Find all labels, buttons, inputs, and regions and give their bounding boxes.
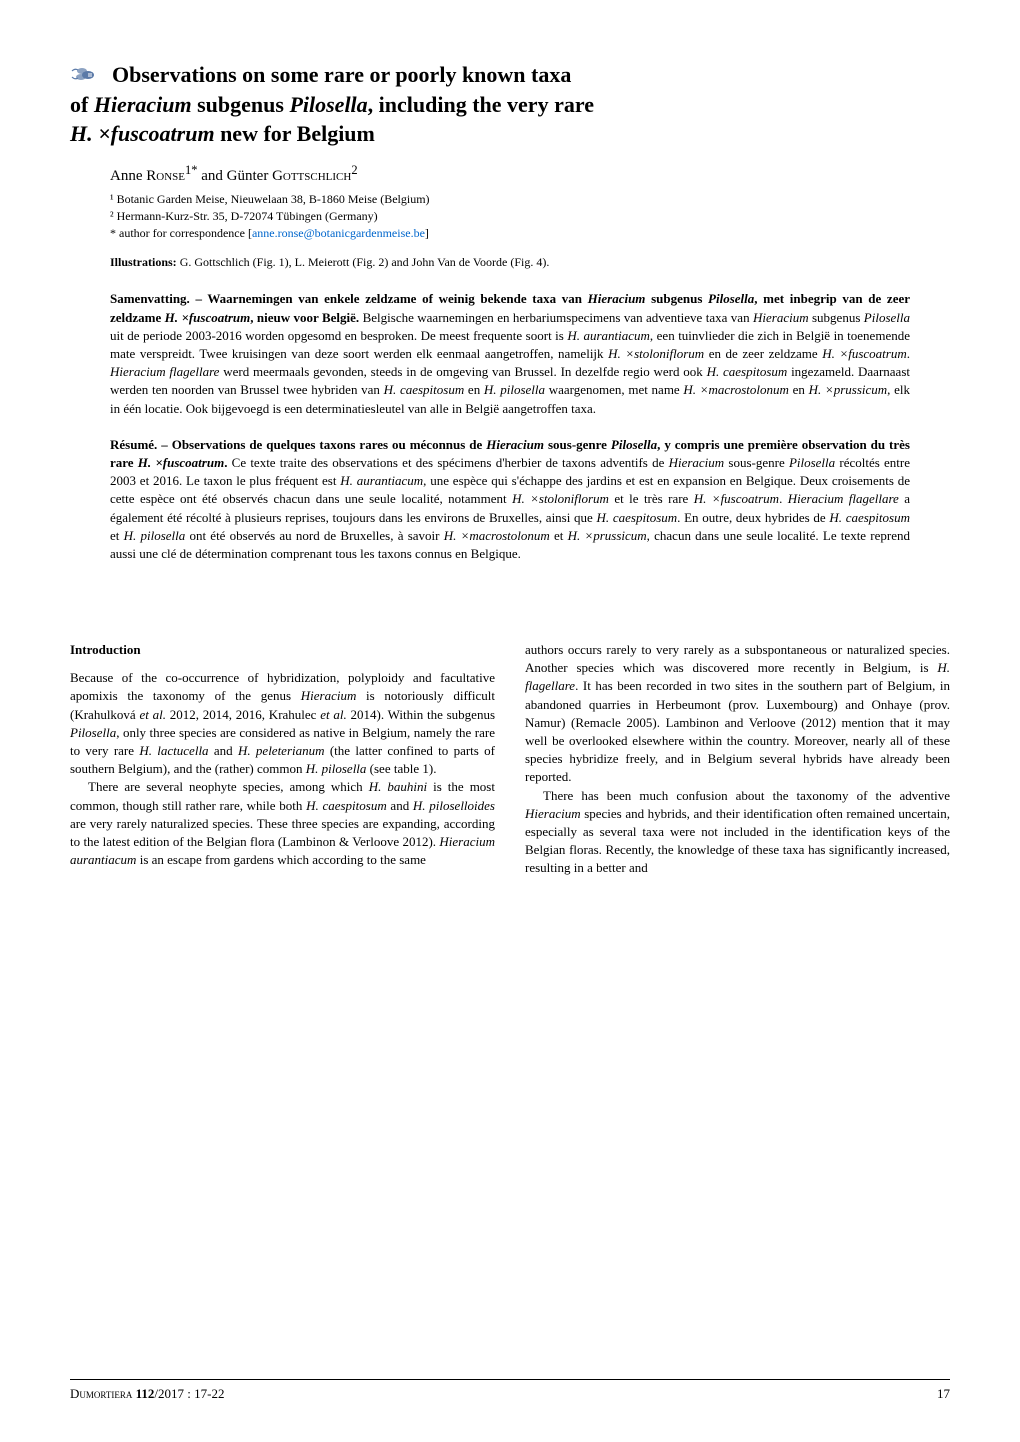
- author2-sup: 2: [351, 163, 357, 177]
- page-footer: Dumortiera 112/2017 : 17-22 17: [70, 1379, 950, 1402]
- author1-first: Anne: [110, 168, 146, 184]
- intro-p2: There are several neophyte species, amon…: [70, 778, 495, 869]
- email-link[interactable]: anne.ronse@botanicgardenmeise.be: [252, 226, 425, 240]
- affiliations: ¹ Botanic Garden Meise, Nieuwelaan 38, B…: [110, 191, 950, 241]
- author2-first: Günter: [227, 168, 272, 184]
- illustrations: Illustrations: G. Gottschlich (Fig. 1), …: [110, 255, 950, 270]
- left-column: Introduction Because of the co-occurrenc…: [70, 641, 495, 877]
- authors: Anne Ronse1* and Günter Gottschlich2: [110, 163, 950, 185]
- author1-sup: 1*: [185, 163, 198, 177]
- authors-and: and: [197, 168, 226, 184]
- illus-text: G. Gottschlich (Fig. 1), L. Meierott (Fi…: [177, 255, 550, 269]
- title-line1: Observations on some rare or poorly know…: [112, 62, 571, 87]
- affil-corresp-post: ]: [425, 226, 429, 240]
- right-p2: There has been much confusion about the …: [525, 787, 950, 878]
- author2-last: Gottschlich: [272, 168, 351, 184]
- intro-p1: Because of the co-occurrence of hybridiz…: [70, 669, 495, 778]
- title-line3-post: new for Belgium: [215, 121, 375, 146]
- intro-heading: Introduction: [70, 641, 495, 659]
- illus-label: Illustrations:: [110, 255, 177, 269]
- journal-ref: Dumortiera 112/2017 : 17-22: [70, 1386, 224, 1402]
- title-species: H. ×fuscoatrum: [70, 121, 215, 146]
- title-line2-post: , including the very rare: [368, 92, 594, 117]
- right-column: authors occurs rarely to very rarely as …: [525, 641, 950, 877]
- body-columns: Introduction Because of the co-occurrenc…: [70, 641, 950, 877]
- bee-icon: [70, 64, 100, 89]
- page-number: 17: [937, 1386, 950, 1402]
- article-title: Observations on some rare or poorly know…: [70, 60, 950, 149]
- title-subgenus: Pilosella: [289, 92, 367, 117]
- affil-corresp: * author for correspondence [anne.ronse@…: [110, 225, 950, 242]
- affil-2: ² Hermann-Kurz-Str. 35, D-72074 Tübingen…: [110, 208, 950, 225]
- abstract-nl: Samenvatting. – Waarnemingen van enkele …: [110, 290, 910, 417]
- title-genus: Hieracium: [94, 92, 192, 117]
- abstract-fr: Résumé. – Observations de quelques taxon…: [110, 436, 910, 563]
- author1-last: Ronse: [146, 168, 185, 184]
- title-line2-mid: subgenus: [192, 92, 290, 117]
- affil-corresp-pre: * author for correspondence [: [110, 226, 252, 240]
- title-line2-pre: of: [70, 92, 94, 117]
- affil-1: ¹ Botanic Garden Meise, Nieuwelaan 38, B…: [110, 191, 950, 208]
- right-p1: authors occurs rarely to very rarely as …: [525, 641, 950, 787]
- title-text: Observations on some rare or poorly know…: [70, 62, 594, 146]
- divider: [70, 581, 950, 641]
